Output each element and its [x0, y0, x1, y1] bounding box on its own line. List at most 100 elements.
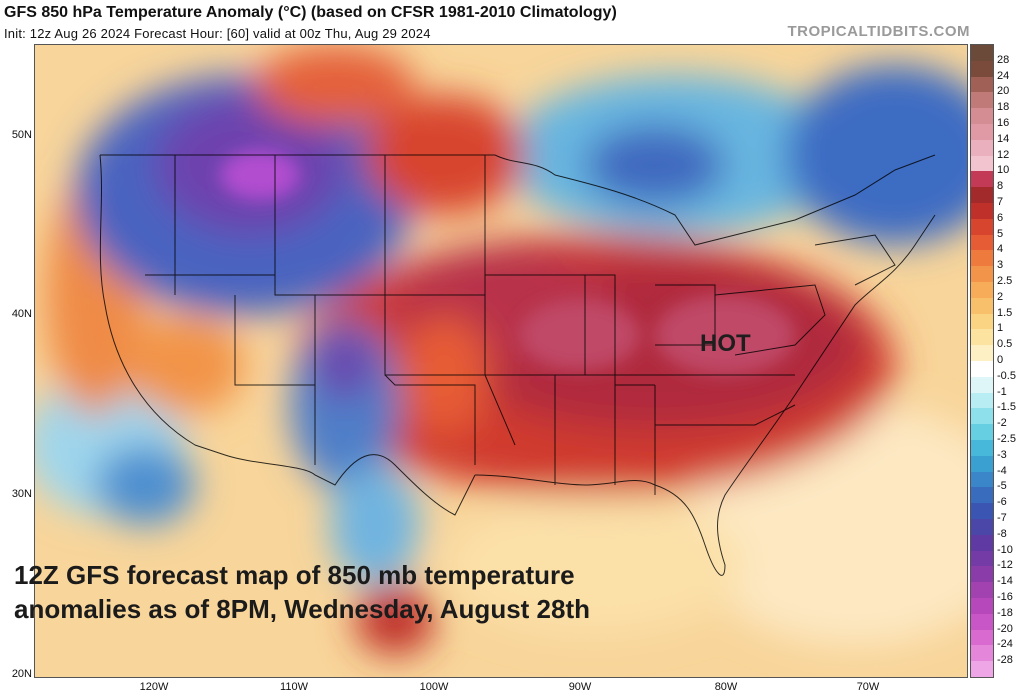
lon-label-110w: 110W: [280, 681, 308, 693]
colorbar-swatch: [971, 171, 993, 188]
colorbar-swatch: [971, 250, 993, 267]
colorbar-swatch: [971, 313, 993, 330]
colorbar-swatch: [971, 487, 993, 504]
great-basin-warm: [125, 315, 245, 415]
colorbar-label: -18: [997, 606, 1013, 619]
midwest-heat-peak: [520, 300, 640, 370]
border-carolinas: [655, 404, 796, 426]
alberta-warm: [255, 45, 415, 125]
mexico-warm-patch: [355, 585, 435, 655]
colorbar-label: 24: [997, 69, 1010, 82]
colorbar-swatch: [971, 203, 993, 220]
border-west-south: [99, 154, 476, 516]
hudson-cold-core: [585, 125, 725, 205]
colorbar-label: -2.5: [997, 433, 1016, 445]
colorbar-swatch: [971, 329, 993, 346]
colorbar-swatch: [971, 108, 993, 125]
lon-label-100w: 100W: [419, 681, 449, 693]
colorbar-swatch: [971, 234, 993, 251]
colorbar-swatch: [971, 629, 993, 646]
colorbar-label: -6: [997, 496, 1007, 509]
colorbar-label: 16: [997, 117, 1010, 129]
border-great-lakes: [494, 154, 936, 246]
border-new-england: [814, 234, 896, 286]
forecast-info: Init: 12z Aug 26 2024 Forecast Hour: [60…: [4, 26, 431, 41]
colorbar-label: -3: [997, 448, 1007, 461]
colorbar-label: 1.5: [997, 306, 1013, 319]
colorbar-label: 6: [997, 211, 1004, 224]
colorbar-swatch: [971, 408, 993, 425]
colorbar-label: -10: [997, 543, 1013, 556]
map-canvas: HOT: [35, 45, 967, 677]
caption-line-1: 12Z GFS forecast map of 850 mb temperatu…: [14, 560, 575, 590]
colorbar-swatch: [971, 60, 993, 78]
colorbar-label: -14: [997, 575, 1013, 588]
appalachian-heat-peak: [655, 295, 795, 375]
colorbar-swatch: [971, 424, 993, 441]
colorbar-swatch: [971, 582, 993, 599]
colorbar-swatch: [971, 519, 993, 536]
colorbar-label: -1.5: [997, 401, 1016, 414]
colorbar-label: 2: [997, 290, 1004, 303]
colorbar-label: -2: [997, 417, 1007, 430]
colorbar-swatch: [971, 613, 993, 631]
border-ut-az: [234, 295, 316, 386]
anomaly-map: HOT: [34, 44, 968, 678]
colorbar-label: -24: [997, 638, 1013, 651]
colorbar-swatch: [971, 361, 993, 378]
colorbar-swatch: [971, 124, 993, 141]
colorbar-label: 1: [997, 322, 1004, 335]
colorbar-swatch: [971, 645, 993, 662]
colorbar-label: -16: [997, 591, 1013, 603]
anomaly-detail: [220, 150, 795, 375]
montana-cold-peak: [220, 150, 300, 200]
brand-watermark: TROPICALTIDBITS.COM: [787, 23, 970, 40]
colorbar-label: -4: [997, 464, 1007, 477]
colorbar-swatch: [971, 455, 993, 473]
colorbar-swatch: [971, 76, 993, 93]
caption-line-2: anomalies as of 8PM, Wednesday, August 2…: [14, 594, 590, 624]
colorbar-swatch: [971, 282, 993, 299]
state-borders: [99, 154, 936, 576]
map-title: GFS 850 hPa Temperature Anomaly (°C) (ba…: [4, 4, 617, 21]
colorbar-label: 20: [997, 85, 1010, 98]
colorbar-swatch: [971, 566, 993, 583]
colorbar-swatch: [971, 598, 993, 615]
colorbar-swatch: [971, 218, 993, 236]
colorbar-swatch: [971, 534, 993, 552]
hot-annotation: HOT: [700, 330, 751, 357]
southwest-cold-core: [315, 330, 375, 400]
colorbar-swatch: [971, 550, 993, 567]
colorbar-label: 10: [997, 164, 1010, 177]
border-mo-ia: [485, 274, 586, 376]
colorbar-label: -8: [997, 527, 1007, 540]
colorbar-label: -20: [997, 622, 1013, 635]
colorbar-label: 4: [997, 243, 1004, 256]
border-ohio: [655, 284, 716, 346]
gulf-mild-area: [445, 495, 745, 635]
mexico-cool-area: [330, 465, 420, 585]
colorbar-label: -5: [997, 480, 1007, 493]
colorbar-label: 5: [997, 227, 1004, 240]
eastern-canada-cold: [785, 65, 967, 245]
colorbar-label: 28: [997, 53, 1010, 66]
colorbar-label: -12: [997, 559, 1013, 572]
colorbar-swatch: [971, 440, 993, 457]
lon-label-90w: 90W: [568, 681, 592, 693]
colorbar-swatch: [971, 471, 993, 488]
colorbar-label: 12: [997, 148, 1010, 161]
colorbar-swatch: [971, 92, 993, 109]
colorbar-swatch: [971, 376, 993, 394]
pacific-cold-core: [95, 445, 195, 525]
border-il-in: [585, 274, 655, 386]
colorbar-swatch: [971, 661, 993, 678]
colorbar-swatch: [971, 503, 993, 520]
colorbar-label: 0: [997, 354, 1004, 366]
colorbar-label: 8: [997, 180, 1004, 193]
colorbar-label: 0.5: [997, 338, 1013, 351]
border-ms-al: [614, 385, 656, 495]
border-gulf-atlantic: [474, 214, 936, 576]
colorbar-label: 18: [997, 101, 1010, 114]
colorbar-swatch: [971, 187, 993, 204]
colorbar-label: 3: [997, 259, 1004, 272]
